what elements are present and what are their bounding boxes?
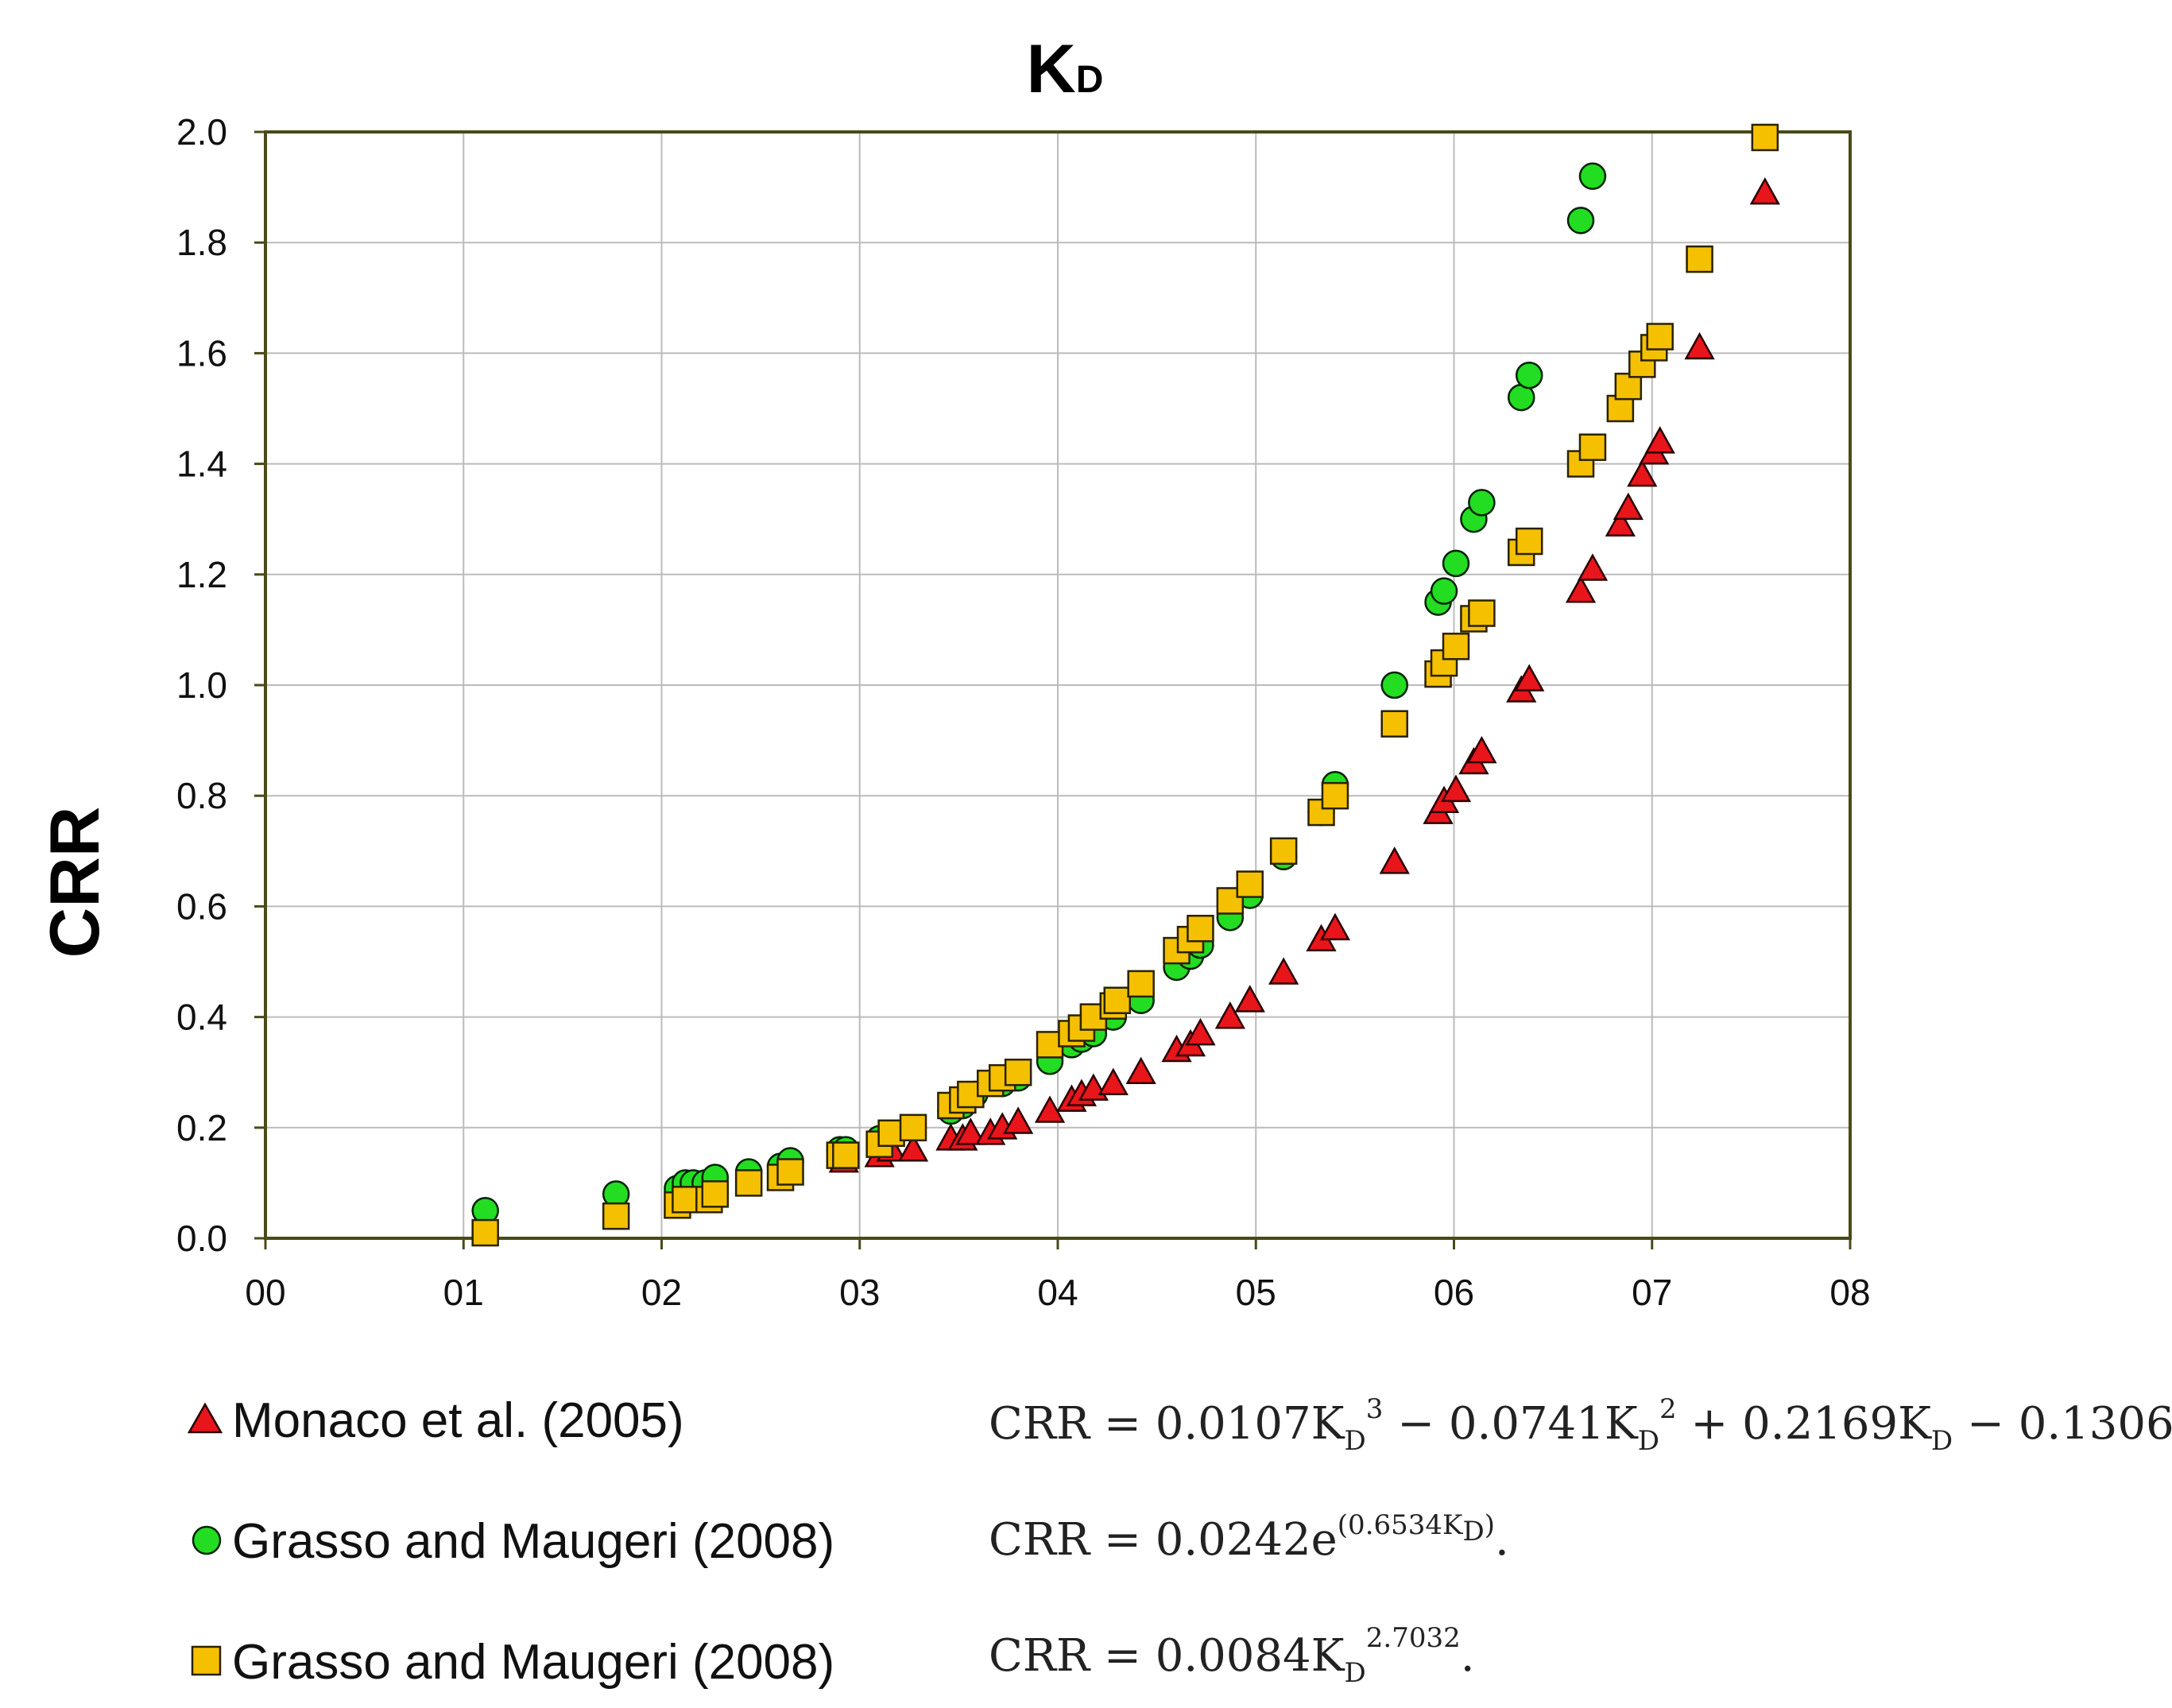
circle-data-point	[1430, 577, 1458, 605]
y-tick-label: 1.6	[176, 332, 227, 374]
series-circle	[471, 162, 1607, 1225]
legend-label-monaco: Monaco et al. (2005)	[232, 1393, 684, 1448]
x-tick-label: 08	[1829, 1272, 1870, 1313]
x-tick-label: 04	[1037, 1272, 1078, 1313]
square-data-point	[1127, 970, 1155, 998]
triangle-data-point	[1098, 1067, 1129, 1095]
y-tick-label: 1.0	[176, 664, 227, 706]
square-data-point	[1307, 798, 1335, 827]
square-data-point	[1515, 527, 1543, 556]
square-data-point	[1321, 781, 1349, 810]
chart-title-subscript: D	[1076, 59, 1104, 101]
circle-marker-icon	[192, 1525, 222, 1555]
square-data-point	[832, 1141, 860, 1169]
triangle-data-point	[1749, 176, 1780, 205]
chart-title: KD	[1027, 31, 1104, 107]
triangle-data-point	[1466, 735, 1497, 764]
square-data-point	[1103, 986, 1132, 1014]
circle-data-point	[1566, 207, 1595, 234]
triangle-data-point	[1268, 957, 1299, 985]
triangle-data-point	[1034, 1095, 1066, 1123]
series-square	[471, 123, 1779, 1247]
y-tick-label: 2.0	[176, 111, 227, 153]
triangle-data-point	[1214, 1001, 1245, 1029]
triangle-data-point	[1577, 553, 1609, 581]
square-data-point	[1578, 433, 1607, 461]
circle-data-point	[1515, 361, 1543, 389]
square-data-point	[734, 1169, 763, 1197]
square-data-point	[602, 1202, 630, 1230]
y-tick-label: 1.8	[176, 222, 227, 263]
circle-data-point	[1578, 162, 1607, 190]
square-data-point	[1646, 323, 1674, 351]
plot-area-frame	[264, 130, 1852, 1240]
triangle-data-point	[1644, 426, 1675, 454]
legend-entry-grasso-power: Grasso and Maugeri (2008) CRR = 0.0084KD…	[191, 1622, 1475, 1690]
x-tick-label: 03	[839, 1272, 880, 1313]
x-tick-label: 06	[1434, 1272, 1474, 1313]
triangle-data-point	[1605, 509, 1636, 537]
y-tick-label: 0.2	[176, 1107, 227, 1148]
circle-data-point	[1442, 549, 1470, 578]
square-data-point	[1686, 245, 1713, 273]
x-tick-label: 01	[443, 1272, 484, 1313]
series-triangle	[828, 176, 1780, 1173]
square-data-point	[1380, 710, 1408, 738]
legend-label-grasso-power: Grasso and Maugeri (2008)	[232, 1635, 834, 1690]
square-data-point	[1468, 599, 1496, 627]
circle-data-point	[1468, 489, 1496, 517]
equation-grasso-exp: CRR = 0.0242e(0.6534KD).	[989, 1509, 1509, 1566]
y-tick-label: 0.8	[176, 775, 227, 816]
triangle-data-point	[1003, 1106, 1034, 1134]
triangle-data-point	[1234, 985, 1265, 1013]
square-data-point	[1004, 1058, 1032, 1086]
square-data-point	[1187, 914, 1214, 943]
legend: Monaco et al. (2005) CRR = 0.0107KD3 − 0…	[187, 1393, 2172, 1690]
triangle-data-point	[1440, 774, 1472, 803]
square-data-point	[899, 1113, 927, 1142]
triangle-marker-icon	[187, 1402, 223, 1434]
x-tick-label: 07	[1632, 1272, 1672, 1313]
square-data-point	[1269, 837, 1298, 866]
triangle-data-point	[897, 1134, 929, 1162]
axis-ticks: 00 01 02 03 04 05 06 07 08 0.0 0.2 0.4 0.6 0.8 1.0 1.2 1…	[176, 111, 1871, 1313]
equation-grasso-power: CRR = 0.0084KD2.7032.	[989, 1622, 1475, 1689]
y-tick-label: 1.2	[176, 554, 227, 595]
y-tick-label: 0.4	[176, 997, 227, 1038]
circle-data-point	[1380, 671, 1408, 699]
triangle-data-point	[1379, 846, 1410, 874]
triangle-data-point	[1627, 459, 1658, 487]
legend-label-grasso-exp: Grasso and Maugeri (2008)	[232, 1514, 834, 1569]
x-tick-label: 05	[1236, 1272, 1276, 1313]
square-data-point	[776, 1158, 804, 1186]
square-data-point	[1442, 633, 1470, 660]
legend-entry-grasso-exp: Grasso and Maugeri (2008) CRR = 0.0242e(…	[192, 1509, 1509, 1569]
y-tick-label: 0.6	[176, 885, 227, 927]
square-data-point	[701, 1180, 730, 1208]
triangle-data-point	[1125, 1056, 1156, 1085]
triangle-data-point	[1514, 664, 1545, 691]
equation-monaco: CRR = 0.0107KD3 − 0.0741KD2 + 0.2169KD −…	[989, 1393, 2172, 1457]
square-data-point	[1236, 870, 1264, 898]
y-tick-label: 1.4	[176, 443, 227, 485]
y-tick-label: 0.0	[176, 1218, 227, 1259]
triangle-data-point	[1684, 331, 1715, 360]
square-data-point	[471, 1218, 499, 1247]
legend-entry-monaco: Monaco et al. (2005) CRR = 0.0107KD3 − 0…	[187, 1393, 2172, 1457]
triangle-data-point	[1613, 492, 1644, 521]
x-tick-label: 00	[245, 1272, 285, 1313]
triangle-data-point	[1319, 912, 1351, 941]
square-marker-icon	[191, 1645, 222, 1676]
triangle-data-point	[1565, 575, 1597, 603]
y-axis-label: CRR	[35, 807, 114, 959]
triangle-data-point	[1185, 1017, 1216, 1046]
data-points	[471, 123, 1780, 1247]
square-data-point	[1751, 123, 1779, 152]
chart-title-main: K	[1027, 31, 1076, 107]
triangle-data-point	[955, 1117, 986, 1145]
x-tick-label: 02	[641, 1272, 682, 1313]
square-data-point	[672, 1186, 699, 1214]
